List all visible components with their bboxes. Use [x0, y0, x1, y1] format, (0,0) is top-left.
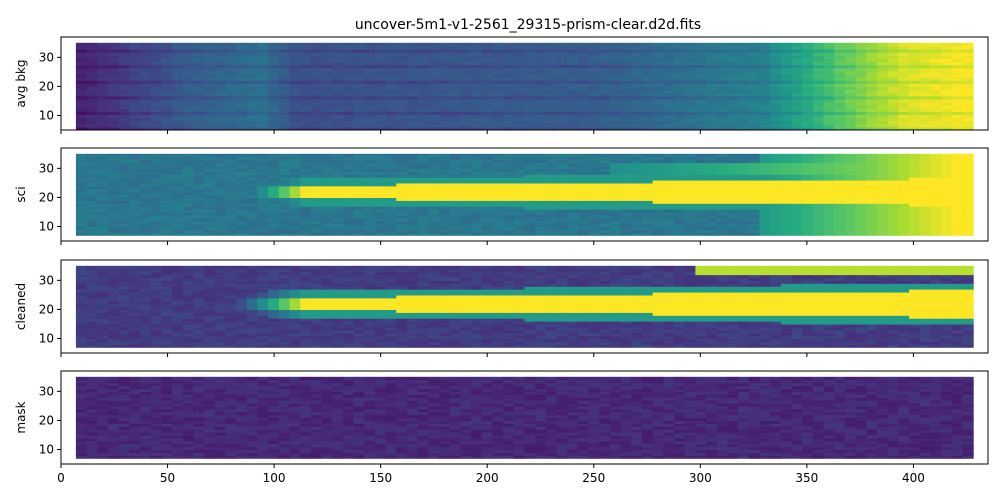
panel-0: 10 20 30 avg bkg — [14, 36, 989, 134]
y-tick-label-2-10: 10 — [39, 331, 54, 345]
axes-frame-0 — [60, 36, 989, 131]
y-tick-label-3-30: 30 — [39, 384, 54, 398]
ylabel-0: avg bkg — [14, 59, 28, 107]
x-tick-label-50: 50 — [160, 471, 175, 485]
heatmap-image-2 — [75, 265, 974, 348]
y-tick-label-1-20: 20 — [39, 190, 54, 204]
y-tick-label-1-10: 10 — [39, 219, 54, 233]
heatmap-image-0 — [75, 42, 974, 130]
ylabel-1: sci — [14, 186, 28, 202]
x-tick-label-250: 250 — [582, 471, 605, 485]
panels: 10 20 30 avg bkg 10 20 30 sci 10 20 30 cleaned 10 20 3… — [14, 36, 989, 485]
panel-1: 10 20 30 sci — [14, 147, 989, 245]
axes-frame-2 — [60, 259, 989, 354]
heatmap-image-1 — [75, 153, 974, 236]
x-tick-label-400: 400 — [902, 471, 925, 485]
x-tick-label-150: 150 — [369, 471, 392, 485]
heatmap-image-3 — [75, 376, 974, 459]
y-tick-label-3-20: 20 — [39, 413, 54, 427]
y-tick-label-2-30: 30 — [39, 273, 54, 287]
axes-frame-1 — [60, 147, 989, 242]
y-tick-label-0-30: 30 — [39, 50, 54, 64]
y-tick-label-2-20: 20 — [39, 302, 54, 316]
x-tick-label-300: 300 — [689, 471, 712, 485]
y-tick-label-1-30: 30 — [39, 161, 54, 175]
x-tick-label-0: 0 — [57, 471, 65, 485]
x-tick-label-200: 200 — [476, 471, 499, 485]
ylabel-2: cleaned — [14, 283, 28, 330]
ylabel-3: mask — [14, 401, 28, 433]
y-tick-label-3-10: 10 — [39, 442, 54, 456]
axes-frame-3 — [60, 370, 989, 465]
figure-title: uncover-5m1-v1-2561_29315-prism-clear.d2… — [355, 17, 701, 33]
y-tick-label-0-10: 10 — [39, 108, 54, 122]
x-tick-label-100: 100 — [263, 471, 286, 485]
panel-2: 10 20 30 cleaned — [14, 259, 989, 357]
x-tick-label-350: 350 — [795, 471, 818, 485]
y-tick-label-0-20: 20 — [39, 79, 54, 93]
